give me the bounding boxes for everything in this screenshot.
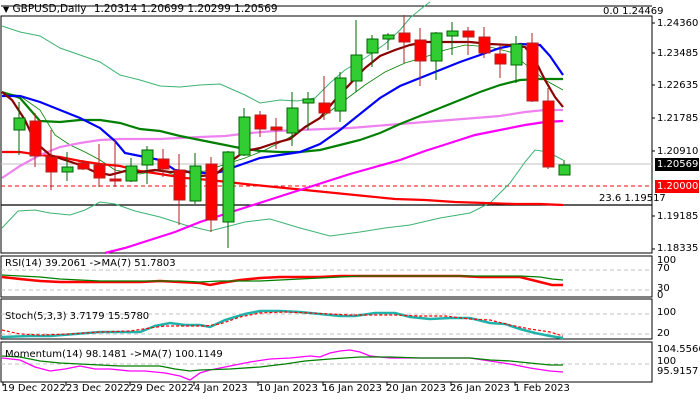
ohlc-close: 1.20569 xyxy=(234,3,278,15)
stoch-signal-line xyxy=(1,311,564,337)
symbol-label: GBPUSD,Daily xyxy=(12,3,87,15)
dropdown-triangle-icon[interactable]: ▼ xyxy=(3,5,10,14)
fib-236-label: 23.6 1.19517 xyxy=(599,193,666,204)
stoch-label: Stoch(5,3,3) 3.7179 15.5780 xyxy=(5,311,150,322)
price-tick: 1.20910 xyxy=(657,146,699,157)
date-label: 20 Jan 2023 xyxy=(386,383,446,394)
ma-red-long xyxy=(2,150,564,207)
rsi-line xyxy=(1,274,563,287)
date-label: 23 Dec 2022 xyxy=(66,383,130,394)
stoch-main-line xyxy=(1,309,564,340)
ma-thin-green xyxy=(1,44,564,176)
ohlc-open: 1.20314 xyxy=(93,3,138,15)
rsi-label: RSI(14) 39.2061 ->MA(7) 51.7803 xyxy=(5,258,176,269)
ma-magenta xyxy=(104,119,564,255)
date-label: 29 Dec 2022 xyxy=(130,383,194,394)
bollinger-upper xyxy=(1,1,431,104)
rsi-tick: 100 xyxy=(657,255,677,266)
chart-title: ▼ GBPUSD,Daily 1.20314 1.20699 1.20299 1… xyxy=(3,3,278,15)
ohlc-low: 1.20299 xyxy=(187,3,231,15)
ma-violet xyxy=(1,108,563,179)
ma-blue xyxy=(2,42,564,175)
price-tick: 1.24360 xyxy=(657,18,699,29)
ma-dark-red xyxy=(1,40,564,178)
momentum-tick: 104.5566 xyxy=(657,344,700,355)
bollinger-lower xyxy=(1,149,564,237)
date-label: 1 Feb 2023 xyxy=(514,383,570,394)
current-price-badge: 1.20569 xyxy=(655,158,699,171)
momentum-label: Momentum(14) 98.1481 ->MA(7) 100.1149 xyxy=(5,349,223,360)
date-label: 10 Jan 2023 xyxy=(258,383,318,394)
date-label: 26 Jan 2023 xyxy=(450,383,510,394)
fib-top-label: 0.0 1.24469 xyxy=(603,6,664,17)
price-tick: 1.19185 xyxy=(657,211,699,222)
price-tick: 1.23485 xyxy=(657,48,699,59)
rsi-ma-line xyxy=(1,274,564,283)
momentum-tick: 100 xyxy=(657,356,677,367)
ma-green xyxy=(1,77,563,154)
level-price-badge: 1.20000 xyxy=(655,180,699,193)
ohlc-high: 1.20699 xyxy=(140,3,185,15)
rsi-tick: 0 xyxy=(657,290,664,301)
momentum-pane[interactable] xyxy=(0,341,653,383)
rsi-tick: 70 xyxy=(657,263,670,274)
date-label: 19 Dec 2022 xyxy=(2,383,66,394)
price-tick: 1.21785 xyxy=(657,113,699,124)
rsi-tick: 30 xyxy=(657,283,670,294)
price-tick: 1.22635 xyxy=(657,80,699,91)
date-label: 16 Jan 2023 xyxy=(322,383,382,394)
momentum-tick: 95.9157 xyxy=(657,366,699,377)
stoch-pane[interactable] xyxy=(0,298,653,340)
candles xyxy=(13,15,571,248)
stoch-tick: 20 xyxy=(657,328,670,339)
rsi-pane[interactable] xyxy=(0,255,653,298)
momentum-ma-line xyxy=(1,355,563,372)
main-pane[interactable] xyxy=(0,15,653,254)
date-label: 4 Jan 2023 xyxy=(194,383,248,394)
stoch-tick: 100 xyxy=(657,307,677,318)
price-tick: 1.18335 xyxy=(657,243,699,254)
